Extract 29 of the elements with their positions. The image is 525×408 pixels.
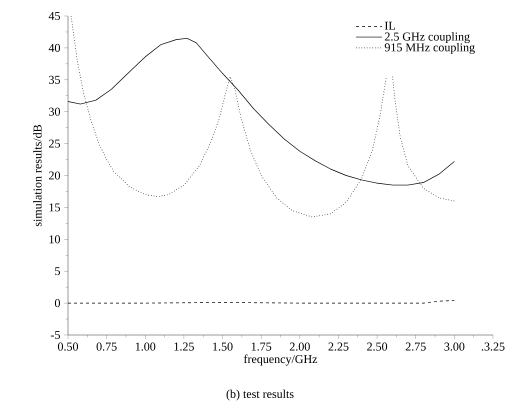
legend-label: 915 MHz coupling <box>384 42 475 54</box>
legend-label: 2.5 GHz coupling <box>384 32 470 44</box>
y-tick-label: 5 <box>55 267 60 276</box>
x-tick-label: 2.00 <box>290 342 310 351</box>
x-tick-label: 1.50 <box>213 342 233 351</box>
x-tick-label: 1.00 <box>136 342 156 351</box>
x-tick-label: 1.75 <box>252 342 272 351</box>
y-tick-label: 40 <box>48 44 60 52</box>
y-tick-label: 35 <box>49 76 60 84</box>
y-tick-label: -5 <box>50 331 60 339</box>
x-tick-label: 0.50 <box>58 342 78 351</box>
x-tick-label: 0.75 <box>96 342 117 351</box>
y-tick-label: 25 <box>49 140 60 148</box>
x-tick-label: 2.25 <box>328 342 348 351</box>
y-tick-label: 0 <box>54 299 60 308</box>
text: (b) test results <box>226 390 294 400</box>
legend-label: IL <box>384 22 395 30</box>
x-tick-label: 3.00 <box>444 342 464 351</box>
y-axis-title: simulation results/dB <box>33 124 42 226</box>
x-tick-label: 2.75 <box>406 342 426 351</box>
y-tick-label: 45 <box>48 12 60 20</box>
y-tick-label: 15 <box>50 203 60 212</box>
x-axis-title: frequency/GHz <box>244 354 318 366</box>
y-tick-label: 20 <box>49 171 60 180</box>
x-tick-label: 1.25 <box>174 342 194 351</box>
x-tick-label: .3.25 <box>482 342 505 351</box>
x-tick-label: 2.50 <box>367 342 388 351</box>
y-tick-label: 30 <box>49 108 60 116</box>
y-tick-label: 10 <box>50 235 60 244</box>
